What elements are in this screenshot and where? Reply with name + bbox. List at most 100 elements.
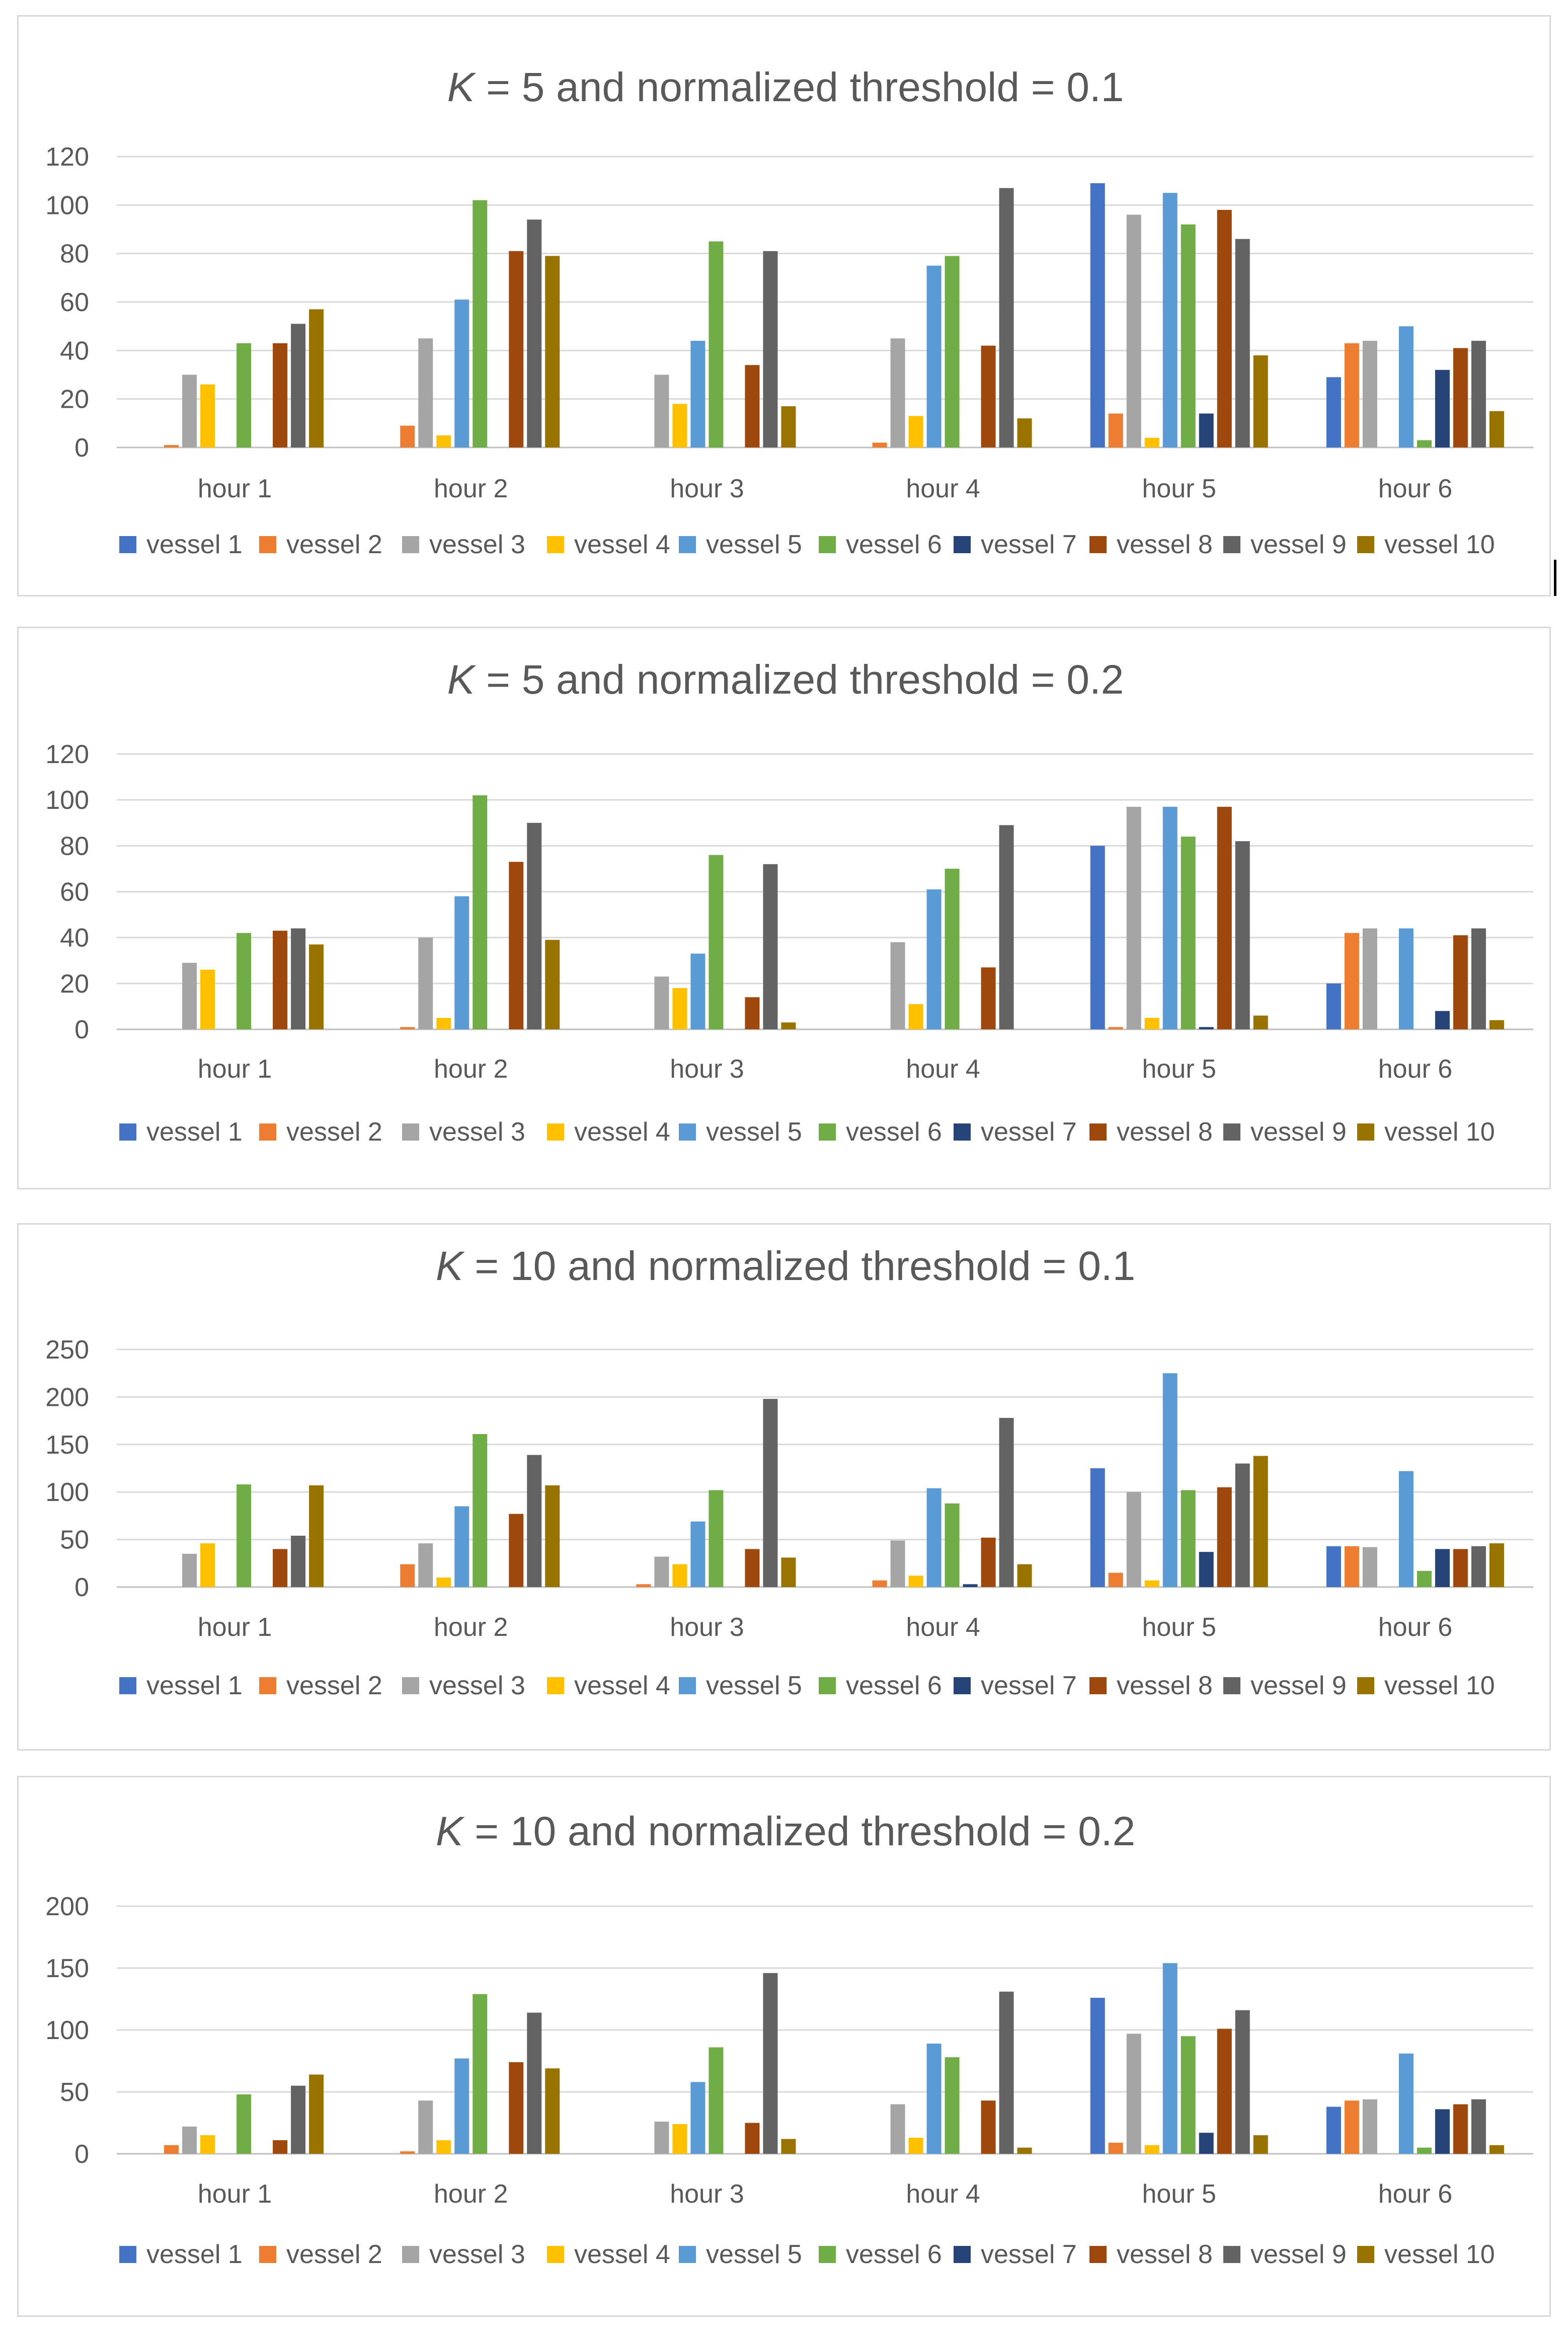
bar (872, 1580, 887, 1587)
bar (1453, 935, 1468, 1029)
legend-label: vessel 4 (574, 2240, 670, 2269)
legend-swatch (954, 536, 971, 553)
bar (908, 2138, 923, 2154)
bar (291, 1536, 306, 1587)
bar (1435, 1549, 1450, 1587)
bar (1235, 239, 1250, 447)
legend-label: vessel 3 (429, 2240, 525, 2269)
chart-title: K = 5 and normalized threshold = 0.2 (447, 657, 1124, 703)
legend-swatch (402, 1677, 419, 1694)
bar (945, 1503, 960, 1587)
bar (237, 2094, 252, 2154)
bar (273, 343, 288, 447)
bar (509, 1514, 524, 1587)
legend-label: vessel 8 (1117, 1117, 1213, 1147)
y-tick-label: 60 (60, 878, 89, 907)
bar (1489, 1020, 1504, 1029)
y-tick-label: 200 (45, 1892, 89, 1921)
bar (981, 345, 996, 447)
bar (654, 2122, 669, 2154)
legend-label: vessel 2 (286, 530, 382, 559)
chart-title-text: = 10 and normalized threshold = 0.1 (463, 1243, 1136, 1289)
chart-panel-4: K = 10 and normalized threshold = 0.2 0 50… (17, 1776, 1551, 2317)
y-tick-label: 80 (60, 240, 89, 269)
legend-label: vessel 8 (1117, 530, 1213, 559)
bar (690, 953, 705, 1029)
bar (781, 2139, 796, 2154)
legend-label: vessel 1 (146, 1117, 243, 1147)
bar (908, 416, 923, 447)
bar (545, 940, 560, 1029)
bar (1090, 183, 1105, 447)
legend-label: vessel 10 (1384, 2240, 1495, 2269)
bar (291, 2085, 306, 2154)
bar (273, 1549, 288, 1587)
bar (400, 425, 415, 447)
bar (1489, 2145, 1504, 2154)
x-category-label: hour 6 (1378, 474, 1452, 503)
bar (164, 445, 179, 447)
bar (999, 188, 1014, 447)
bar (545, 256, 560, 447)
bar (1471, 1546, 1486, 1587)
legend-swatch (402, 2246, 419, 2263)
legend-swatch (1223, 1677, 1240, 1694)
bar (999, 1417, 1014, 1587)
chart-title: K = 5 and normalized threshold = 0.1 (447, 64, 1124, 110)
bar (1489, 411, 1504, 447)
bar (418, 937, 433, 1029)
chart-panel-2: K = 5 and normalized threshold = 0.2 0 20 4… (17, 627, 1551, 1189)
bar (1199, 2133, 1214, 2154)
x-category-label: hour 3 (670, 1613, 744, 1642)
legend-swatch (119, 536, 136, 553)
bar (237, 933, 252, 1029)
legend-swatch (819, 536, 836, 553)
bar (1344, 2100, 1359, 2154)
chart-title: K = 10 and normalized threshold = 0.1 (436, 1243, 1135, 1289)
bar (291, 324, 306, 447)
x-category-label: hour 5 (1142, 474, 1216, 503)
legend-label: vessel 9 (1250, 1117, 1347, 1147)
bar (527, 219, 542, 447)
y-tick-label: 120 (45, 740, 89, 769)
legend-label: vessel 7 (981, 530, 1077, 559)
chart-title-variable: K (447, 657, 477, 703)
chart-svg: K = 5 and normalized threshold = 0.2 0 20 4… (45, 657, 1533, 1147)
bar (1453, 1549, 1468, 1587)
legend-label: vessel 2 (286, 1117, 382, 1147)
legend-swatch (1357, 536, 1374, 553)
bar (1217, 209, 1232, 447)
x-category-label: hour 2 (434, 1613, 508, 1642)
legend-label: vessel 7 (981, 1671, 1077, 1700)
x-category-label: hour 6 (1378, 1055, 1452, 1084)
y-tick-label: 80 (60, 832, 89, 861)
bar (273, 930, 288, 1029)
bar (182, 2126, 197, 2154)
legend-swatch (119, 2246, 136, 2263)
bar (545, 2068, 560, 2154)
bar (1090, 846, 1105, 1029)
bar (1181, 1490, 1196, 1587)
bar (1417, 2147, 1432, 2154)
legend-label: vessel 4 (574, 1671, 670, 1700)
bar (273, 2140, 288, 2154)
x-category-label: hour 3 (670, 2179, 744, 2209)
legend-label: vessel 5 (706, 1117, 802, 1147)
legend-label: vessel 1 (146, 530, 243, 559)
bar (1017, 418, 1032, 447)
bar (1326, 1546, 1341, 1587)
chart-title-variable: K (436, 1809, 465, 1854)
bar (1362, 1547, 1377, 1587)
legend-label: vessel 7 (981, 2240, 1077, 2269)
x-category-label: hour 5 (1142, 2179, 1216, 2209)
bar (1253, 355, 1268, 447)
legend-label: vessel 10 (1384, 530, 1495, 559)
bar (1235, 841, 1250, 1029)
legend-swatch (259, 536, 276, 553)
x-category-label: hour 1 (198, 1055, 272, 1084)
bar (1217, 806, 1232, 1029)
bar (1471, 928, 1486, 1029)
x-category-label: hour 4 (906, 2179, 980, 2209)
legend-swatch (1357, 1677, 1374, 1694)
y-tick-label: 0 (74, 2140, 89, 2169)
